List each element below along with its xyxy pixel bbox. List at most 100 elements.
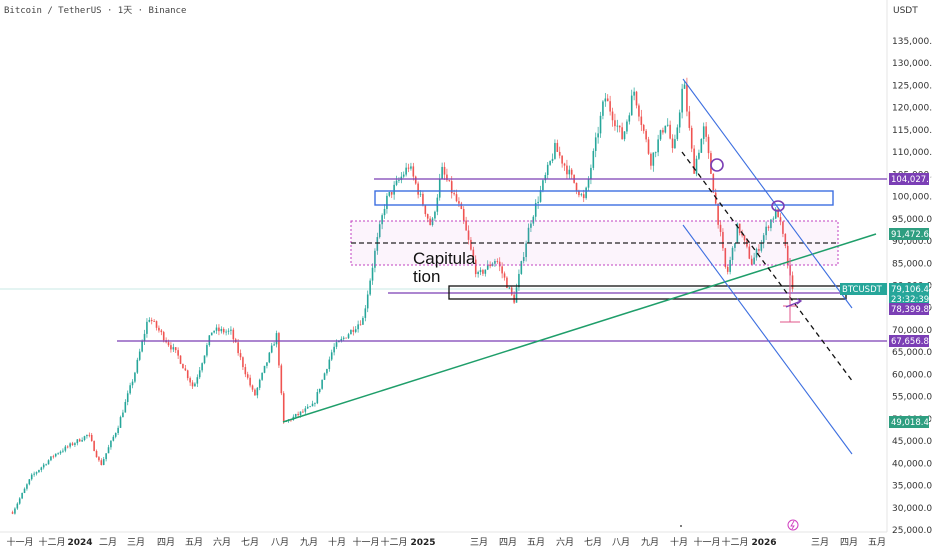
dashed-projection — [681, 151, 854, 383]
candle-body — [220, 328, 223, 332]
x-tick-label: 2024 — [67, 538, 92, 548]
candle-body — [160, 330, 163, 333]
y-tick-label: 115,000.00 — [892, 126, 932, 136]
candle-body — [297, 413, 299, 416]
candle-body — [395, 180, 398, 185]
candle-body — [707, 136, 710, 154]
candle-body — [76, 439, 79, 444]
candle-body — [566, 165, 568, 175]
candle-body — [666, 124, 669, 126]
candle-body — [520, 261, 523, 274]
candle-body — [186, 370, 189, 379]
candle-body — [141, 340, 143, 352]
candle-body — [755, 248, 758, 258]
candle-body — [342, 337, 345, 339]
currency-label: USDT — [893, 6, 918, 16]
candle-body — [117, 427, 119, 433]
time-axis[interactable]: 十一月 十二月 2024 二月 三月 四月 五月 六月 七月 八月 九月 十月 十一月 十二月 2025 三月… — [6, 536, 886, 548]
candle-body — [590, 167, 592, 179]
x-tick-label: 十一月 — [6, 536, 33, 548]
candle-body — [309, 406, 311, 408]
x-tick-label: 四月 — [157, 537, 175, 548]
x-tick-label: 十一月 — [693, 536, 720, 548]
tag-49k-bg — [889, 416, 929, 428]
candle-body — [585, 187, 587, 199]
candle-body — [450, 181, 453, 194]
candle-body — [136, 359, 139, 373]
x-tick-label: 三月 — [470, 537, 488, 548]
y-tick-label: 120,000.00 — [892, 104, 932, 114]
candle-body — [657, 139, 659, 153]
candle-body — [561, 155, 563, 164]
candle-body — [417, 183, 419, 195]
candle-body — [364, 308, 367, 318]
candle-body — [748, 246, 751, 259]
candle-body — [525, 243, 527, 258]
candle-body — [232, 329, 235, 340]
candle-body — [616, 125, 619, 127]
candle-body — [676, 127, 679, 140]
capitulation-label-line2: tion — [413, 267, 440, 286]
candle-body — [686, 84, 688, 112]
candle-body — [626, 121, 628, 132]
x-tick-label: 十二月 — [380, 536, 407, 548]
candle-body — [662, 130, 664, 133]
candle-body — [100, 460, 103, 465]
candle-body — [110, 440, 112, 448]
candle-body — [95, 451, 98, 458]
candle-body — [86, 434, 88, 437]
candle-body — [314, 403, 316, 405]
x-tick-label: 十二月 — [721, 536, 748, 548]
y-tick-label: 45,000.00 — [892, 437, 932, 447]
channel-upper-line — [682, 78, 853, 309]
candle-body — [222, 328, 225, 333]
candle-body — [410, 166, 412, 169]
candle-body — [486, 264, 489, 270]
tag-78k-text: 78,399.82 — [891, 305, 932, 315]
x-tick-label: 三月 — [811, 537, 829, 548]
candle-body — [83, 436, 86, 441]
candle-body — [50, 456, 52, 461]
candle-body — [177, 350, 179, 356]
candle-body — [42, 464, 45, 468]
y-tick-label: 135,000.00 — [892, 37, 932, 47]
candle-body — [705, 126, 707, 137]
tag-91k-bg — [889, 228, 929, 240]
candle-body — [462, 208, 465, 221]
candle-body — [474, 259, 477, 275]
x-tick-label: 八月 — [271, 537, 289, 548]
price-tags: 104,027.66 91,472.61 BTCUSDT 79,106.43 2… — [840, 173, 932, 428]
x-tick-label: 十月 — [328, 536, 346, 548]
symbol-title[interactable]: Bitcoin / TetherUS · 1天 · Binance — [4, 6, 186, 16]
candle-body — [532, 216, 535, 224]
candle-body — [498, 261, 501, 267]
candle-body — [623, 131, 626, 140]
candle-body — [335, 342, 338, 347]
candle-body — [246, 374, 249, 378]
candle-body — [729, 259, 731, 272]
candle-body — [736, 223, 739, 244]
candle-body — [690, 127, 693, 149]
candle-body — [426, 214, 429, 219]
candle-body — [554, 142, 556, 159]
candle-body — [602, 101, 604, 116]
candle-body — [354, 329, 357, 332]
candle-body — [131, 381, 134, 386]
candle-body — [441, 166, 443, 179]
candle-body — [407, 167, 410, 169]
candle-body — [477, 272, 479, 275]
candle-body — [537, 201, 539, 204]
candle-body — [330, 352, 333, 360]
candle-body — [758, 248, 760, 251]
candle-body — [21, 492, 23, 499]
x-tick-label: 五月 — [185, 537, 203, 548]
candle-body — [203, 355, 206, 364]
candle-body — [767, 226, 770, 229]
candle-body — [59, 451, 62, 454]
y-tick-label: 40,000.00 — [892, 459, 932, 469]
candle-body — [390, 192, 393, 195]
candle-body — [779, 217, 782, 222]
candle-body — [633, 91, 635, 96]
